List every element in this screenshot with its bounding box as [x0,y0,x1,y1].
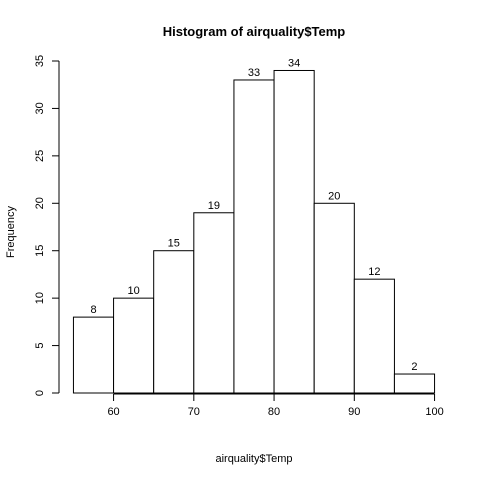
histogram-bar [193,212,235,394]
y-tick-label: 20 [34,197,46,209]
bars-group [72,69,436,394]
histogram-bar [313,202,355,394]
x-tick-label: 60 [107,406,119,418]
data-labels-group: 8 10 15 19 33 34 20 12 2 [90,57,417,373]
x-tick-label: 100 [425,406,443,418]
x-tick-label: 80 [268,406,280,418]
y-tick-label: 25 [34,150,46,162]
bar-count-label: 15 [168,238,180,250]
x-axis-label: airquality$Temp [215,453,292,465]
y-axis-label: Frequency [5,206,17,258]
bar-count-label: 2 [411,361,417,373]
y-tick-label: 30 [34,102,46,114]
histogram-bar [72,316,115,394]
chart-title: Histogram of airquality$Temp [163,24,346,39]
y-tick-label: 15 [34,245,46,257]
bar-count-label: 10 [128,285,140,297]
histogram-bar [273,69,315,394]
histogram-bar [233,79,275,394]
histogram-bar [353,278,395,394]
bar-count-label: 33 [248,67,260,79]
y-tick-label: 5 [34,343,46,349]
bar-count-label: 20 [328,190,340,202]
bar-count-label: 8 [90,304,96,316]
y-tick-label: 0 [34,390,46,396]
x-tick-label: 90 [348,406,360,418]
bar-count-label: 19 [208,200,220,212]
bar-count-label: 12 [368,266,380,278]
histogram-bar [113,297,155,394]
y-axis: 0 5 10 15 20 25 30 35 [34,55,60,396]
x-tick-label: 70 [188,406,200,418]
y-tick-label: 10 [34,292,46,304]
x-axis: 60 70 80 90 100 [107,393,444,418]
histogram-bar [153,250,195,394]
histogram-bar [393,373,436,394]
bar-count-label: 34 [288,57,300,69]
y-tick-label: 35 [34,55,46,67]
